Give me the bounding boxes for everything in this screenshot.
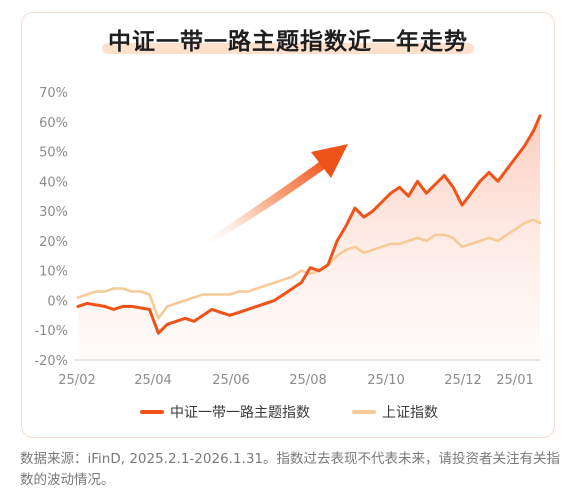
y-tick-label: 0%	[47, 294, 68, 309]
series-line-secondary	[76, 218, 542, 320]
chart-title-text: 中证一带一路主题指数近一年走势	[108, 29, 468, 55]
y-tick-label: -20%	[34, 354, 68, 369]
series-area-fill	[78, 115, 540, 360]
line-chart: 70%60%50%40%30%20%10%0%-10%-20% 25/02 25/…	[34, 86, 542, 421]
x-tick-label: 25/06	[212, 373, 249, 388]
legend: 中证一带一路主题指数 上证指数	[140, 405, 438, 421]
trend-arrow-icon	[195, 160, 326, 251]
x-tick-label: 25/02	[58, 373, 95, 388]
series-lines	[76, 114, 542, 335]
footnote: 数据来源：iFinD, 2025.2.1-2026.1.31。指数过去表现不代表…	[20, 451, 561, 488]
title-wrap: 中证一带一路主题指数近一年走势	[0, 22, 576, 56]
y-tick-label: -10%	[34, 324, 68, 339]
x-tick-label: 25/12	[444, 373, 481, 388]
x-tick-label: 25/01	[496, 373, 533, 388]
y-tick-label: 70%	[39, 86, 68, 101]
title-highlight	[102, 43, 474, 54]
x-tick-label: 25/10	[367, 373, 404, 388]
y-tick-label: 30%	[39, 205, 68, 220]
chart-title: 中证一带一路主题指数近一年走势	[102, 22, 474, 56]
y-tick-label: 50%	[39, 146, 68, 161]
series-line-primary	[76, 114, 542, 335]
y-tick-label: 40%	[39, 175, 68, 190]
x-axis: 25/02 25/04 25/06 25/08 25/10 25/12 25/01	[58, 359, 540, 388]
legend-label: 中证一带一路主题指数	[170, 405, 310, 421]
x-tick-label: 25/08	[289, 373, 326, 388]
legend-label: 上证指数	[382, 405, 438, 421]
y-tick-label: 10%	[39, 265, 68, 280]
y-axis: 70% 60% 50% 40% 30% 20% 10% 0% -10% -20%	[34, 86, 68, 369]
x-tick-label: 25/04	[134, 373, 171, 388]
y-tick-label: 20%	[39, 235, 68, 250]
y-tick-label: 60%	[39, 116, 68, 131]
trend-arrow-head-icon	[311, 144, 348, 178]
